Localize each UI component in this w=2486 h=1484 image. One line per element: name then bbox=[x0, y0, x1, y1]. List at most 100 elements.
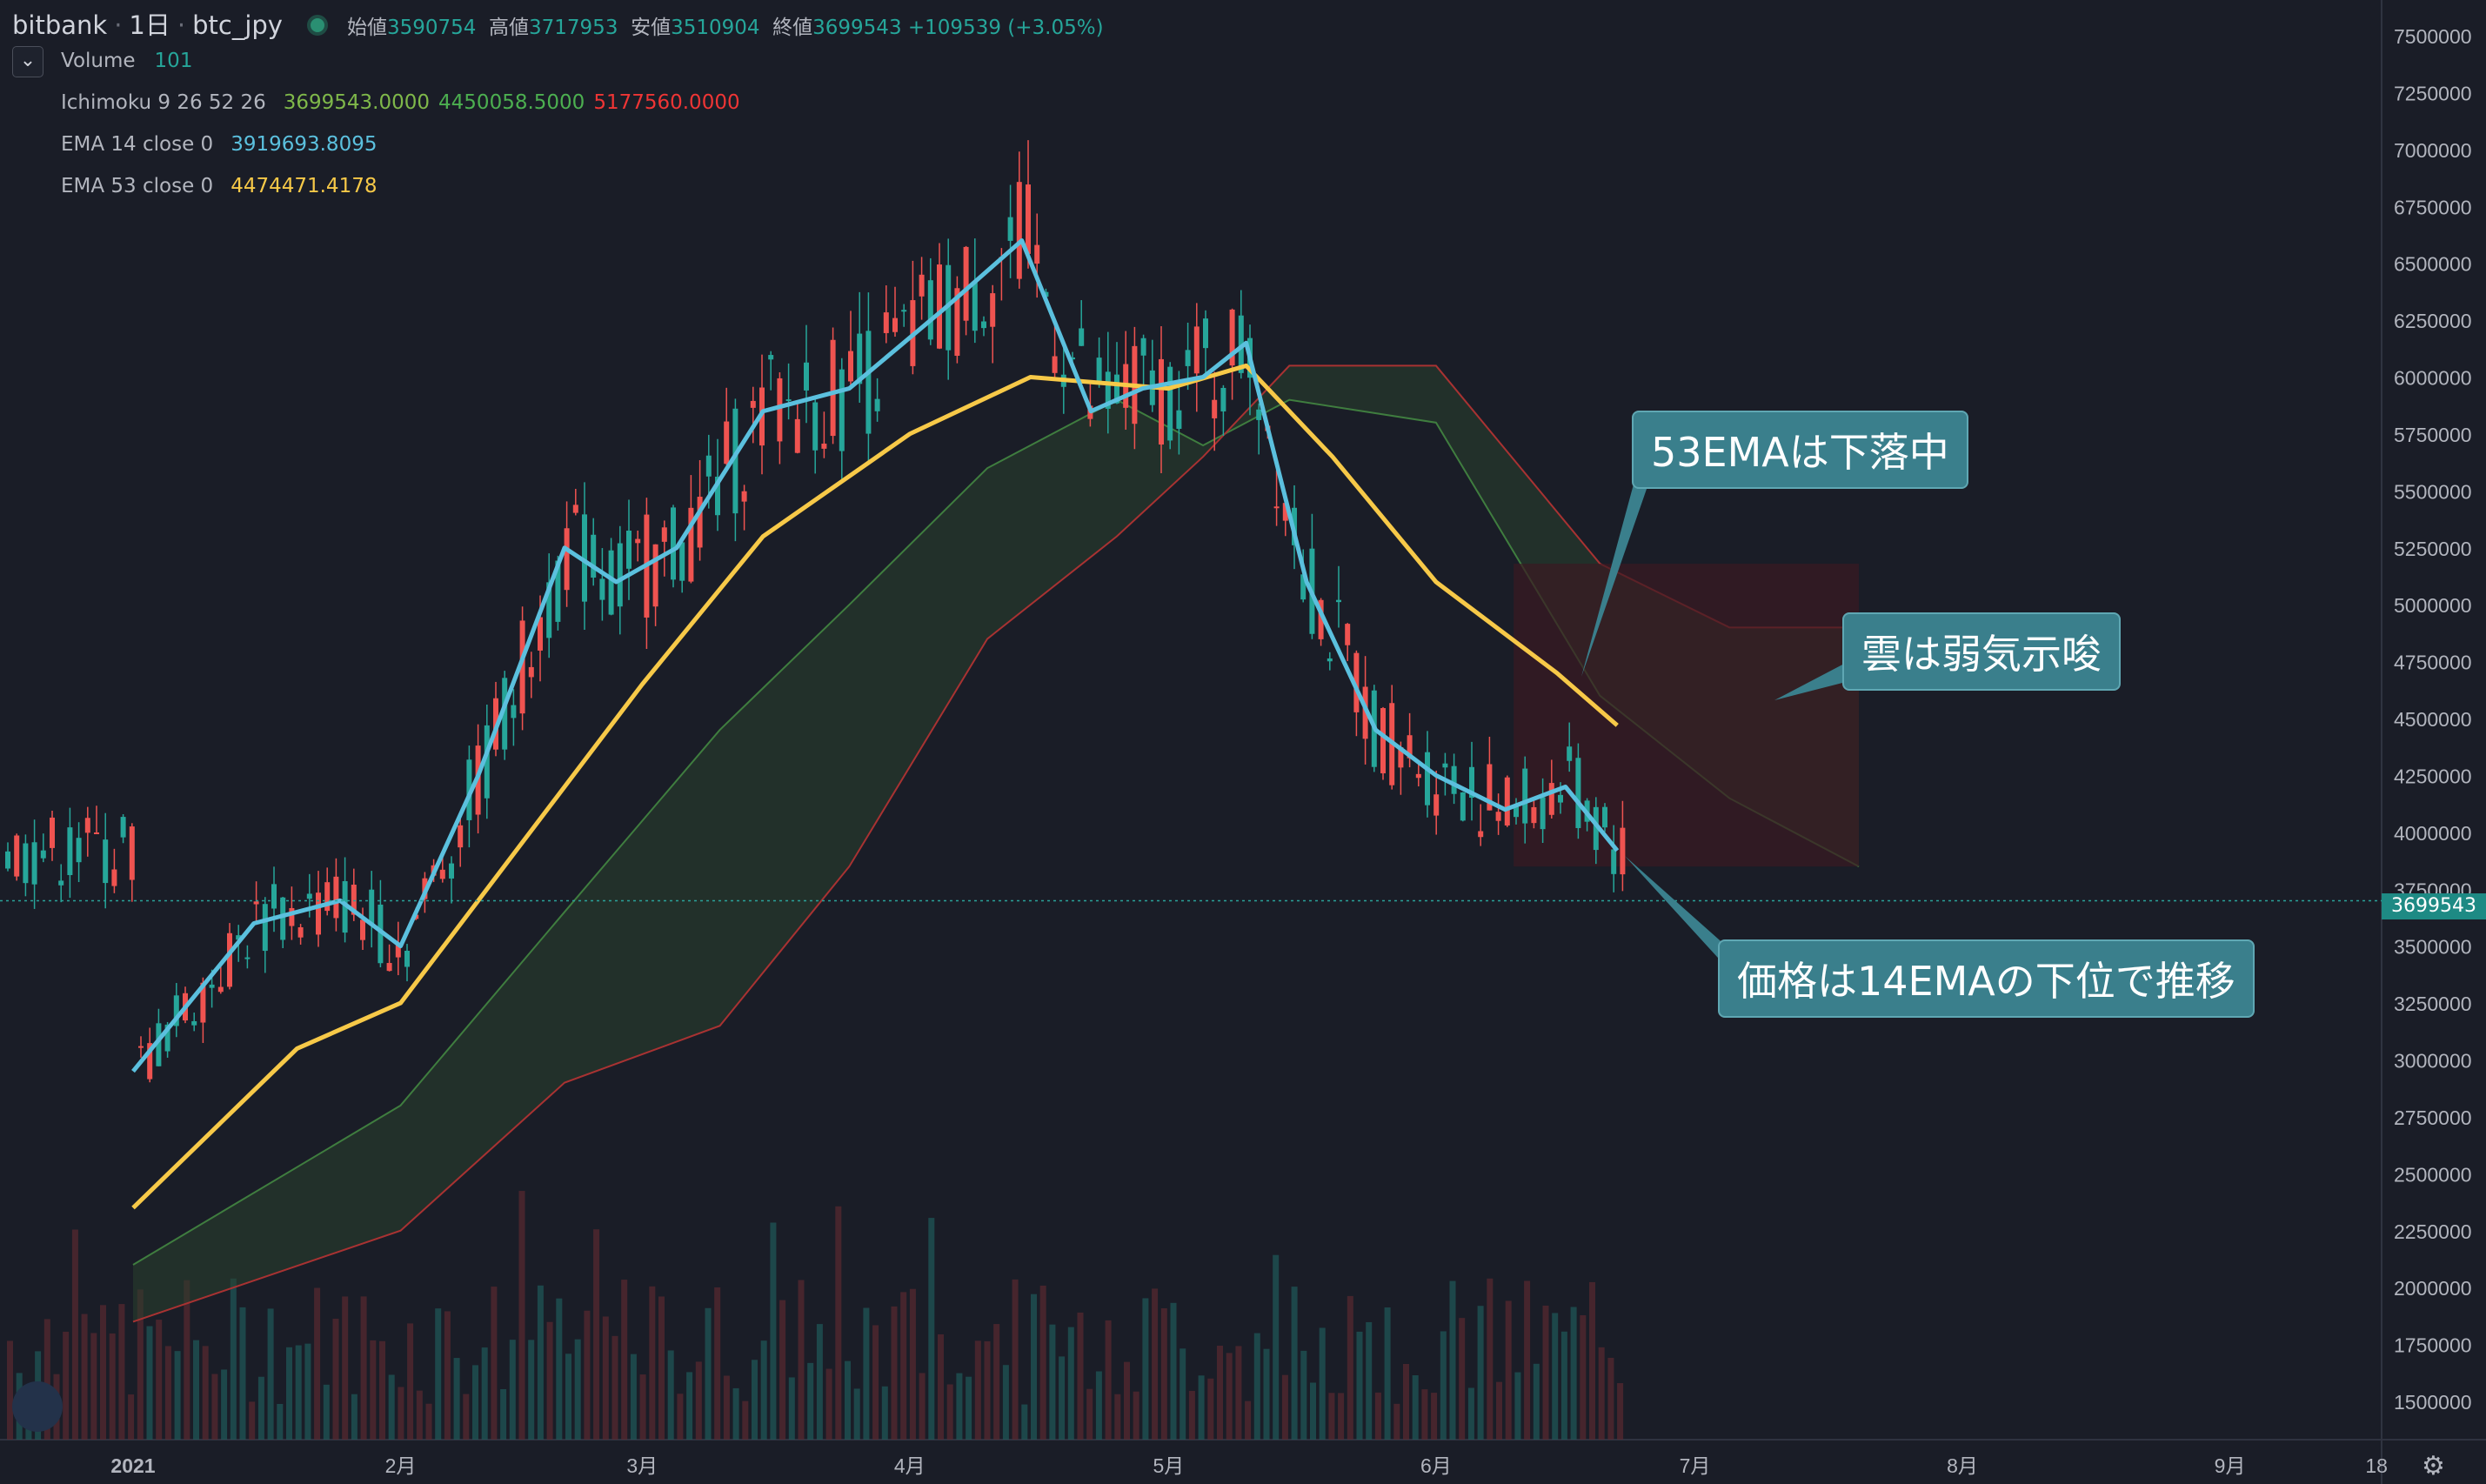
volume-bar bbox=[230, 1278, 237, 1440]
volume-bar bbox=[1235, 1346, 1242, 1440]
collapse-legend-button[interactable]: ⌄ bbox=[12, 46, 43, 77]
volume-bar bbox=[1347, 1295, 1353, 1440]
candle-body bbox=[5, 851, 10, 869]
candle-body bbox=[1256, 409, 1262, 420]
volume-bar bbox=[1114, 1394, 1121, 1440]
y-tick-label: 2000000 bbox=[2394, 1277, 2472, 1300]
volume-bar bbox=[1067, 1327, 1074, 1440]
ema14-legend[interactable]: EMA 14 close 0 3919693.8095 bbox=[61, 133, 378, 156]
volume-bar bbox=[872, 1325, 879, 1440]
volume-bar bbox=[1077, 1312, 1084, 1440]
candle-body bbox=[502, 678, 508, 750]
candle-body bbox=[1451, 765, 1457, 794]
close-value: 3699543 bbox=[812, 17, 902, 39]
candle-body bbox=[990, 293, 996, 327]
volume-bar bbox=[835, 1206, 842, 1440]
candle-body bbox=[1504, 777, 1510, 826]
volume-bar bbox=[705, 1307, 712, 1440]
candle-body bbox=[236, 935, 242, 940]
volume-bar bbox=[1393, 1403, 1400, 1440]
volume-bar bbox=[565, 1354, 571, 1440]
volume-bar bbox=[621, 1280, 628, 1440]
exchange-name[interactable]: bitbank bbox=[12, 10, 108, 40]
candle-body bbox=[679, 542, 685, 581]
volume-bar bbox=[1356, 1331, 1363, 1440]
volume-bar bbox=[1245, 1400, 1252, 1440]
ema53-legend[interactable]: EMA 53 close 0 4474471.4178 bbox=[61, 175, 378, 197]
volume-bar bbox=[286, 1347, 292, 1440]
volume-legend[interactable]: Volume 101 bbox=[61, 50, 193, 72]
candle-body bbox=[1345, 624, 1351, 645]
y-tick-label: 3000000 bbox=[2394, 1050, 2472, 1073]
volume-bar bbox=[845, 1360, 851, 1440]
candle-body bbox=[1034, 244, 1040, 264]
volume-bar bbox=[677, 1394, 684, 1440]
volume-bar bbox=[984, 1340, 991, 1440]
ichimoku-legend[interactable]: Ichimoku 9 26 52 26 3699543.0000 4450058.5… bbox=[61, 91, 740, 114]
volume-bar bbox=[798, 1280, 805, 1440]
candle-body bbox=[1114, 374, 1119, 404]
candle-body bbox=[564, 528, 570, 591]
candle-body bbox=[1052, 356, 1058, 373]
candle-body bbox=[129, 826, 135, 880]
candle-body bbox=[821, 443, 827, 449]
ema53-line bbox=[131, 363, 1619, 1210]
tradingview-logo-icon[interactable] bbox=[12, 1381, 63, 1432]
candle-body bbox=[253, 901, 259, 905]
volume-bar bbox=[164, 1346, 171, 1440]
volume-bar bbox=[1263, 1348, 1270, 1440]
volume-bar bbox=[1467, 1387, 1474, 1440]
candle-body bbox=[1433, 794, 1440, 816]
volume-bar bbox=[1617, 1383, 1624, 1440]
volume-bar bbox=[370, 1340, 377, 1440]
volume-bar bbox=[128, 1394, 135, 1440]
volume-bar bbox=[1319, 1327, 1326, 1440]
volume-bar bbox=[202, 1346, 209, 1440]
candle-body bbox=[671, 507, 676, 580]
volume-bar bbox=[137, 1289, 144, 1440]
candle-body bbox=[1220, 387, 1226, 411]
candle-body bbox=[1575, 758, 1581, 828]
candle-body bbox=[1514, 805, 1519, 818]
candle-body bbox=[785, 399, 792, 402]
candle-body bbox=[626, 530, 632, 569]
y-tick-label: 1750000 bbox=[2394, 1334, 2472, 1357]
volume-bar bbox=[351, 1394, 358, 1440]
volume-bar bbox=[993, 1324, 1000, 1440]
volume-bar bbox=[453, 1358, 460, 1440]
candle-body bbox=[147, 1043, 153, 1080]
volume-bar bbox=[1217, 1345, 1223, 1440]
candle-body bbox=[369, 889, 375, 925]
gear-icon[interactable]: ⚙ bbox=[2422, 1451, 2445, 1481]
candle-body bbox=[724, 421, 730, 465]
volume-bar bbox=[118, 1304, 125, 1440]
volume-bar bbox=[1514, 1372, 1521, 1440]
volume-bar bbox=[295, 1345, 302, 1440]
volume-bar bbox=[863, 1307, 870, 1440]
candle-body bbox=[635, 538, 641, 544]
candle-body bbox=[919, 274, 925, 297]
symbol-name[interactable]: btc_jpy bbox=[192, 10, 283, 40]
volume-bar bbox=[1505, 1300, 1512, 1440]
volume-bar bbox=[277, 1403, 284, 1440]
volume-bar bbox=[825, 1368, 832, 1440]
volume-bar bbox=[1291, 1287, 1298, 1440]
candle-body bbox=[1487, 764, 1493, 811]
candle-body bbox=[191, 1020, 197, 1026]
candle-body bbox=[1282, 503, 1288, 521]
candle-body bbox=[40, 850, 46, 859]
interval-label[interactable]: 1日 bbox=[129, 10, 170, 40]
candle-body bbox=[591, 534, 597, 578]
candle-body bbox=[1380, 708, 1386, 774]
cloud-callout-pointer bbox=[1774, 663, 1846, 700]
candle-body bbox=[244, 957, 251, 959]
volume-bar bbox=[1487, 1278, 1494, 1440]
volume-bar bbox=[658, 1296, 665, 1440]
candle-body bbox=[1300, 574, 1306, 600]
y-tick-label: 6000000 bbox=[2394, 367, 2472, 390]
candle-body bbox=[1327, 658, 1333, 662]
volume-bar bbox=[1607, 1357, 1614, 1440]
candle-body bbox=[1193, 326, 1200, 374]
candle-body bbox=[768, 355, 774, 360]
